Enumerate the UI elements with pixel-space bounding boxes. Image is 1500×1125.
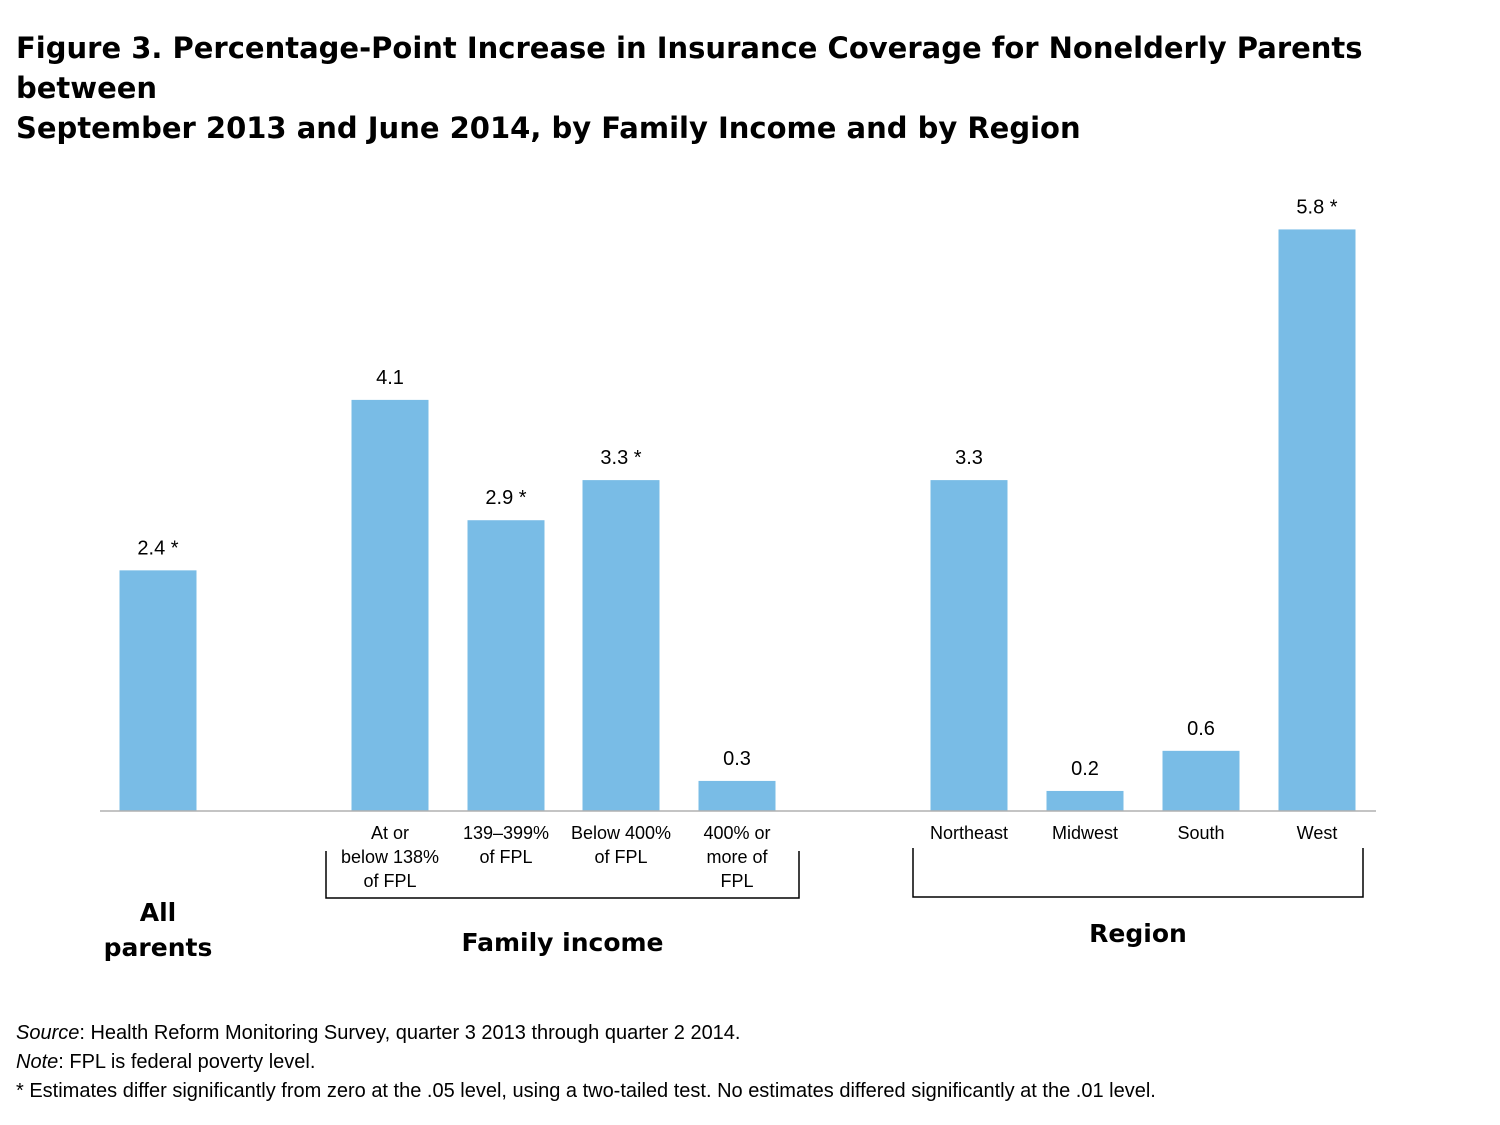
category-label-4-line-0: 400% or: [703, 823, 770, 843]
data-label-7: 0.6: [1187, 718, 1215, 740]
bar-3: [582, 480, 660, 811]
data-label-0: 2.4 *: [137, 537, 178, 559]
source-text: : Health Reform Monitoring Survey, quart…: [79, 1022, 741, 1044]
chart-notes: Source: Health Reform Monitoring Survey,…: [16, 1019, 1156, 1106]
source-note: Source: Health Reform Monitoring Survey,…: [16, 1019, 1156, 1048]
category-label-1-line-2: of FPL: [363, 871, 416, 891]
bar-chart: 2.4 * 4.1 2.9 * 3.3 * 0.3 3.3 0.2 0.6 5.8 * All pa…: [100, 196, 1376, 962]
data-label-5: 3.3: [955, 447, 983, 469]
significance-note: * Estimates differ significantly from ze…: [16, 1080, 1156, 1102]
data-label-3: 3.3 *: [600, 447, 641, 469]
fpl-note: Note: FPL is federal poverty level.: [16, 1048, 1156, 1077]
bar-7: [1162, 750, 1240, 811]
group-bracket-0: [325, 851, 800, 899]
category-label-7-line-0: South: [1177, 823, 1224, 843]
data-label-4: 0.3: [723, 748, 751, 770]
category-label-3-line-1: of FPL: [594, 847, 647, 867]
category-label-0-line-0: All: [140, 898, 177, 927]
group-label-0: Family income: [461, 928, 663, 957]
category-label-2-line-0: 139–399%: [463, 823, 549, 843]
category-label-4-line-1: more of: [706, 847, 768, 867]
category-label-4-line-2: FPL: [720, 871, 753, 891]
data-label-8: 5.8 *: [1296, 196, 1337, 218]
bar-2: [467, 520, 545, 811]
category-label-6-line-0: Midwest: [1052, 823, 1118, 843]
note-text: : FPL is federal poverty level.: [58, 1051, 316, 1073]
category-label-2-line-1: of FPL: [479, 847, 532, 867]
group-label-1: Region: [1089, 919, 1187, 948]
note-label: Note: [16, 1051, 59, 1073]
category-label-8-line-0: West: [1297, 823, 1338, 843]
source-label: Source: [16, 1022, 80, 1044]
bar-1: [351, 399, 429, 811]
bar-6: [1046, 790, 1124, 811]
group-bracket-1: [912, 848, 1364, 898]
bar-0: [119, 570, 197, 811]
category-label-3-line-0: Below 400%: [571, 823, 671, 843]
category-label-1-line-1: below 138%: [341, 847, 439, 867]
category-label-0-line-1: parents: [104, 933, 213, 962]
chart-title-line-1: Figure 3. Percentage-Point Increase in I…: [16, 31, 1363, 105]
data-label-2: 2.9 *: [485, 487, 526, 509]
category-label-1-line-0: At or: [371, 823, 409, 843]
bar-5: [930, 480, 1008, 811]
chart-title: Figure 3. Percentage-Point Increase in I…: [16, 28, 1486, 148]
category-label-5-line-0: Northeast: [930, 823, 1008, 843]
bar-8: [1278, 229, 1356, 811]
data-label-1: 4.1: [376, 367, 404, 389]
data-label-6: 0.2: [1071, 758, 1099, 780]
bar-4: [698, 780, 776, 811]
chart-title-line-2: September 2013 and June 2014, by Family …: [16, 111, 1081, 145]
